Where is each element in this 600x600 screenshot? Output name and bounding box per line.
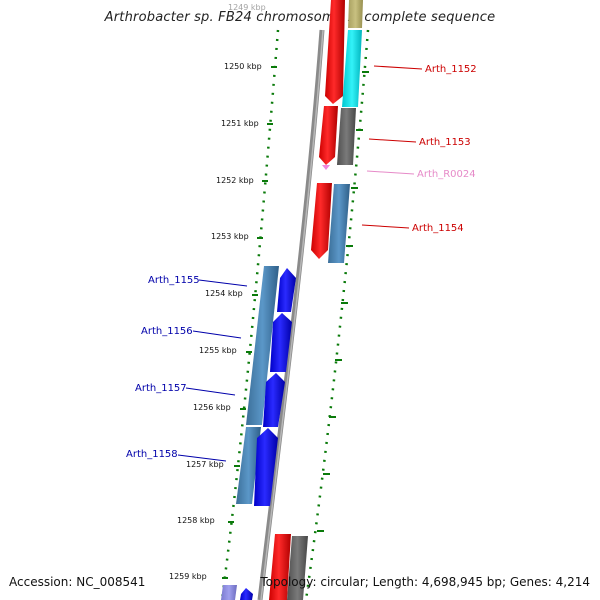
map-title: Arthrobacter sp. FB24 chromosome 1, comp… xyxy=(104,10,496,25)
tick-label-1255: 1255 kbp xyxy=(199,346,237,355)
reverse-cds-1158[interactable] xyxy=(254,428,278,506)
cog-bar-1158[interactable] xyxy=(236,427,261,504)
backbone-highlight xyxy=(260,29,324,600)
accession-text: Accession: NC_008541 xyxy=(9,575,146,589)
reverse-label-leaders xyxy=(177,279,248,462)
forward-strand-features xyxy=(269,0,363,600)
reverse-cds-1156[interactable] xyxy=(270,313,292,372)
tick-label-1252: 1252 kbp xyxy=(216,176,254,185)
forward-cds-1153[interactable] xyxy=(319,106,338,165)
tick-label-1250: 1250 kbp xyxy=(224,62,262,71)
cog-bar-lower-1[interactable] xyxy=(287,536,308,600)
cog-bar-1153[interactable] xyxy=(337,108,356,165)
outer-major-ticks xyxy=(317,71,369,532)
gene-label-arth-1152[interactable]: Arth_1152 xyxy=(425,64,477,75)
tick-label-1254: 1254 kbp xyxy=(205,289,243,298)
forward-cds-1152[interactable] xyxy=(325,0,345,104)
cog-bar-1152[interactable] xyxy=(342,30,362,107)
tick-label-1257: 1257 kbp xyxy=(186,460,224,469)
tick-label-1249: 1249 kbp xyxy=(228,3,266,12)
tick-label-1251: 1251 kbp xyxy=(221,119,259,128)
backbone-line xyxy=(257,29,325,600)
outer-tick-guide xyxy=(304,29,370,600)
reverse-cds-1157[interactable] xyxy=(263,373,285,427)
forward-cds-lower-1[interactable] xyxy=(269,534,291,600)
cog-bar-1155[interactable] xyxy=(246,266,279,425)
summary-text: Topology: circular; Length: 4,698,945 bp… xyxy=(260,575,590,589)
reverse-gene-labels: Arth_1155 Arth_1156 Arth_1157 Arth_1158 xyxy=(126,275,200,460)
forward-label-leaders xyxy=(361,65,423,229)
rna-R0024[interactable] xyxy=(322,165,330,170)
reverse-cds-1155[interactable] xyxy=(277,268,296,312)
gene-label-arth-1157[interactable]: Arth_1157 xyxy=(135,383,187,394)
inner-tick-guide xyxy=(220,29,280,600)
tick-label-1259: 1259 kbp xyxy=(169,572,207,581)
gene-label-arth-1153[interactable]: Arth_1153 xyxy=(419,137,471,148)
tick-labels: 1249 kbp 1250 kbp 1251 kbp 1252 kbp 1253… xyxy=(169,3,266,581)
reverse-strand-features xyxy=(221,266,296,600)
gene-label-arth-1155[interactable]: Arth_1155 xyxy=(148,275,200,286)
gene-label-arth-1158[interactable]: Arth_1158 xyxy=(126,449,178,460)
tick-label-1258: 1258 kbp xyxy=(177,516,215,525)
cog-bar-top[interactable] xyxy=(348,0,363,28)
cog-bar-lower-2[interactable] xyxy=(221,585,237,600)
reverse-cds-lower-2[interactable] xyxy=(240,588,253,600)
tick-label-1253: 1253 kbp xyxy=(211,232,249,241)
gene-label-arth-r0024[interactable]: Arth_R0024 xyxy=(417,169,476,180)
cog-bar-1154[interactable] xyxy=(328,184,350,263)
forward-cds-1154[interactable] xyxy=(311,183,332,259)
tick-label-1256: 1256 kbp xyxy=(193,403,231,412)
major-ticks xyxy=(222,66,277,579)
gene-label-arth-1154[interactable]: Arth_1154 xyxy=(412,223,464,234)
forward-gene-labels: Arth_1152 Arth_1153 Arth_R0024 Arth_1154 xyxy=(412,64,477,234)
gene-label-arth-1156[interactable]: Arth_1156 xyxy=(141,326,193,337)
